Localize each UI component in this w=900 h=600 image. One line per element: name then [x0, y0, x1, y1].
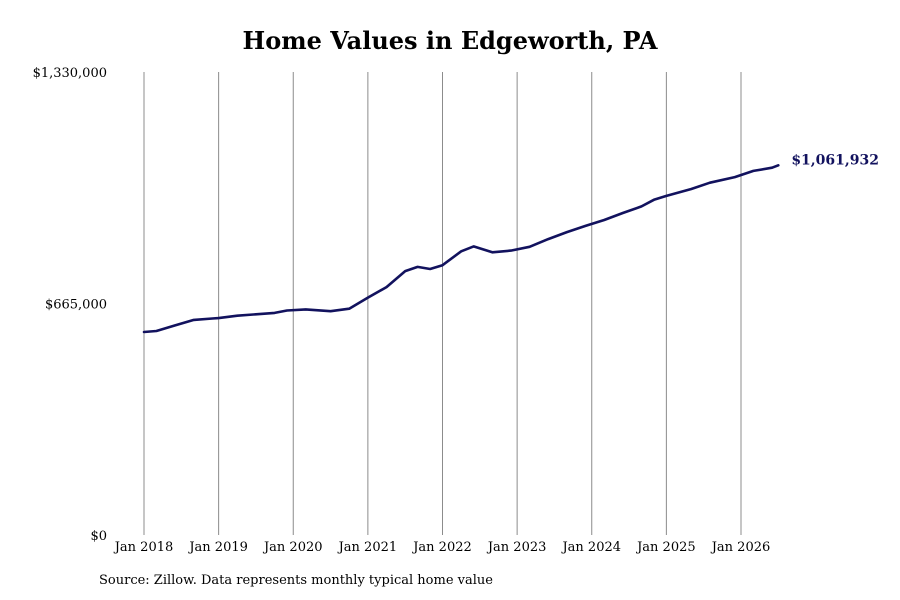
data-point [653, 199, 655, 201]
data-point [547, 238, 549, 240]
x-axis-tick-labels: Jan 2018 Jan 2019 Jan 2020 Jan 2021 Jan 2022… [113, 540, 771, 555]
data-point [566, 231, 568, 233]
x-tick-label: Jan 2018 [113, 540, 174, 555]
data-point [143, 331, 145, 333]
data-point [752, 170, 755, 172]
data-point [709, 181, 711, 184]
data-point [211, 317, 214, 320]
data-point [491, 251, 494, 254]
x-tick-label: Jan 2026 [710, 540, 771, 555]
data-point [472, 245, 475, 248]
x-tick-label: Jan 2019 [187, 540, 248, 555]
data-point [217, 317, 220, 319]
data-point [734, 176, 736, 178]
data-point [510, 249, 512, 252]
data-point [255, 313, 257, 316]
data-point [665, 195, 668, 197]
data-point [367, 296, 369, 299]
y-tick-label: $1,330,000 [33, 66, 107, 81]
data-point [348, 307, 351, 310]
data-point [777, 164, 780, 167]
data-point [174, 324, 176, 327]
x-tick-label: Jan 2022 [411, 540, 472, 555]
y-tick-label: $0 [90, 529, 107, 544]
series-layer: $1,061,932 [142, 152, 879, 334]
x-tick-label: Jan 2025 [635, 540, 696, 555]
y-tick-label: $665,000 [45, 298, 107, 313]
gridlines [143, 72, 742, 535]
y-axis-tick-labels: $0 $665,000 $1,330,000 [33, 66, 107, 544]
data-point [584, 225, 587, 227]
data-point [273, 312, 276, 314]
data-point [385, 286, 388, 288]
series-line [142, 164, 780, 334]
data-point [690, 188, 693, 190]
data-point [528, 246, 531, 248]
chart-title: Home Values in Edgeworth, PA [242, 26, 658, 55]
x-tick-label: Jan 2021 [337, 540, 398, 555]
data-point [441, 264, 444, 267]
data-point [640, 205, 643, 208]
data-point [236, 314, 239, 317]
data-point [193, 319, 195, 321]
data-point [460, 250, 463, 253]
data-point [603, 219, 605, 221]
source-note: Source: Zillow. Data represents monthly … [99, 573, 493, 588]
x-tick-label: Jan 2024 [560, 540, 621, 555]
data-point [155, 330, 158, 332]
data-point [304, 308, 307, 311]
data-point [771, 166, 773, 169]
data-point [429, 268, 431, 270]
x-tick-label: Jan 2020 [262, 540, 323, 555]
data-point [329, 310, 332, 313]
end-value-label: $1,061,932 [791, 152, 879, 168]
data-point [404, 270, 407, 272]
x-tick-label: Jan 2023 [486, 540, 547, 555]
data-point [622, 212, 624, 214]
data-point [286, 309, 288, 312]
data-point [416, 266, 419, 268]
